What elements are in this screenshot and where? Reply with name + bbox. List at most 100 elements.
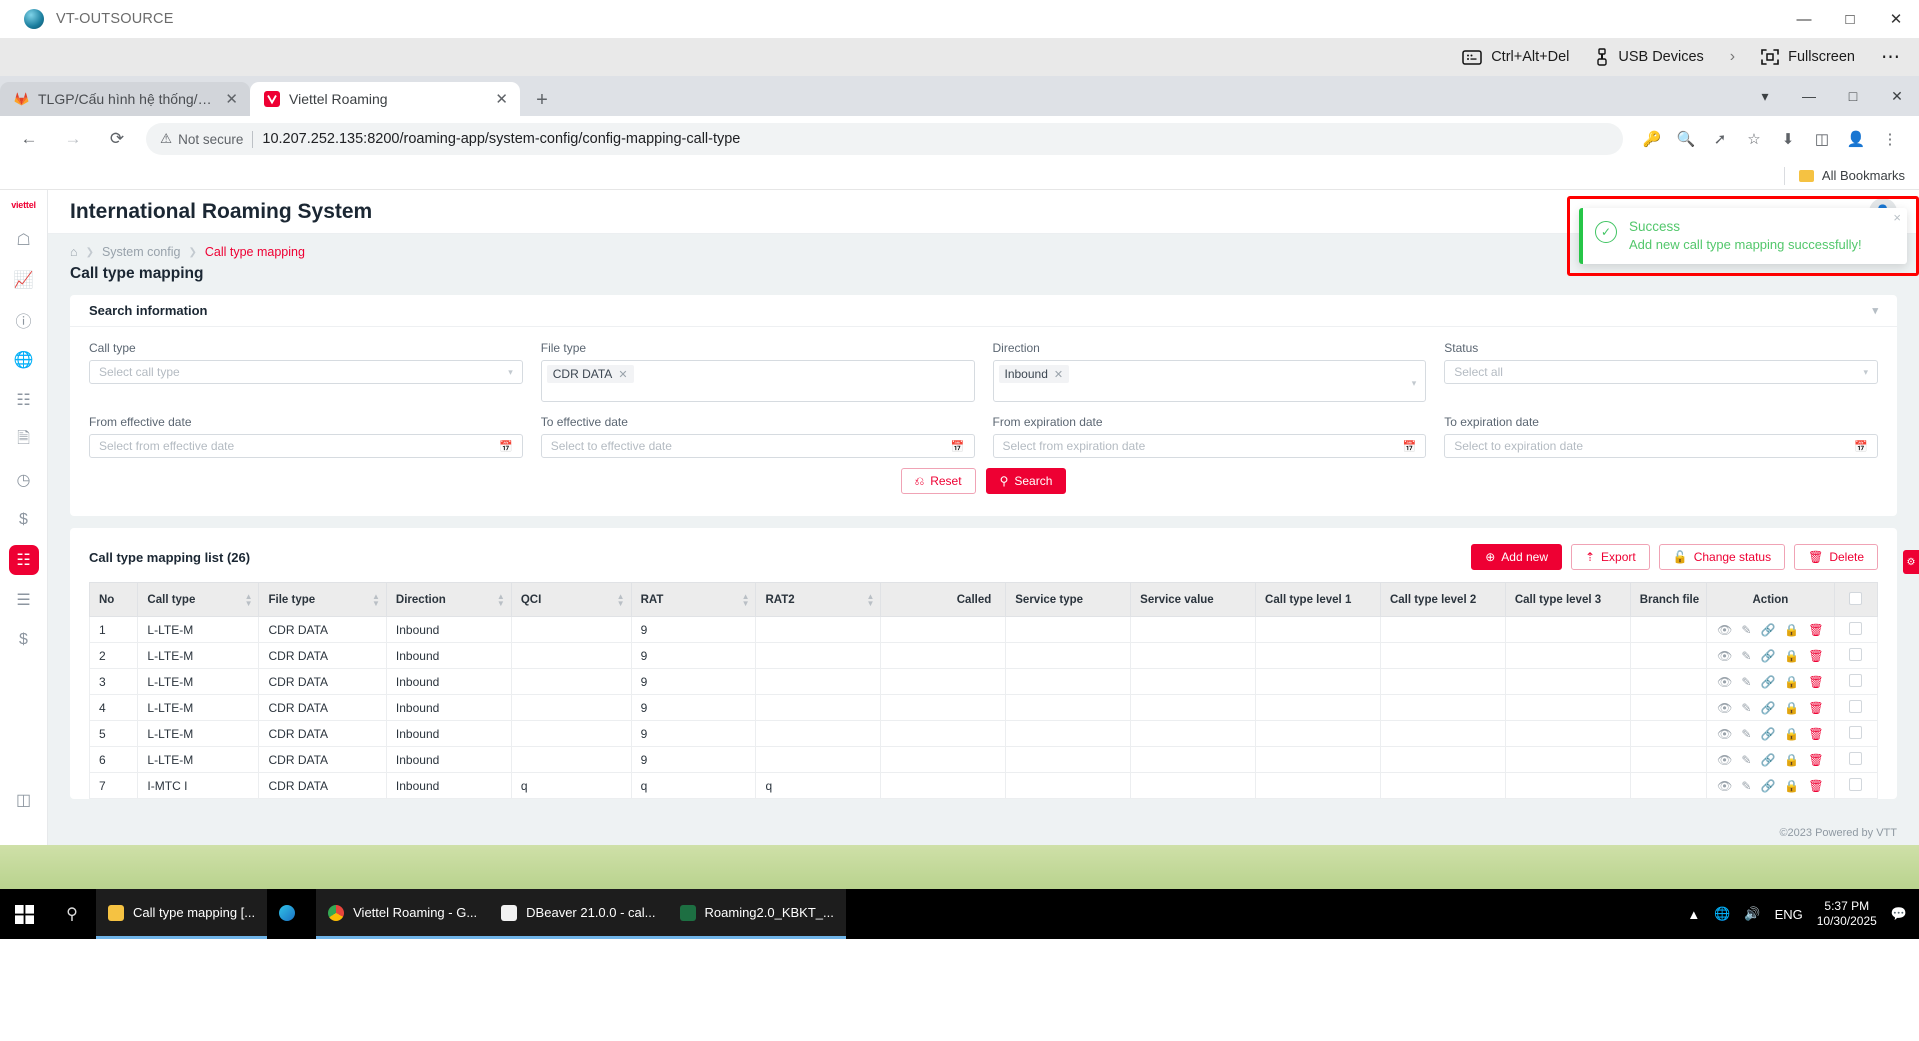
- sidebar-item-history[interactable]: ◷: [0, 460, 48, 500]
- edit-icon[interactable]: ✎: [1741, 674, 1752, 689]
- edit-icon[interactable]: ✎: [1741, 622, 1752, 637]
- cell-select[interactable]: [1833, 668, 1879, 695]
- close-icon[interactable]: ✕: [225, 91, 238, 108]
- bookmark-star-icon[interactable]: ☆: [1747, 131, 1761, 148]
- sidebar-item-network[interactable]: ☷: [0, 380, 48, 420]
- row-checkbox[interactable]: [1849, 673, 1863, 687]
- home-icon[interactable]: ⌂: [70, 245, 78, 259]
- sidebar-item-analytics[interactable]: 📈: [0, 260, 48, 300]
- tab-search-icon[interactable]: ▾: [1761, 87, 1769, 104]
- eye-icon[interactable]: 👁: [1717, 752, 1733, 767]
- browser-menu-icon[interactable]: ⋮: [1882, 131, 1898, 148]
- breadcrumb-item-system-config[interactable]: System config: [101, 245, 181, 259]
- taskbar-item-edge[interactable]: [267, 889, 316, 939]
- toolbar-expand-button[interactable]: ›: [1730, 48, 1735, 66]
- cell-select[interactable]: [1833, 720, 1879, 747]
- file-type-multiselect[interactable]: CDR DATA ✕: [540, 360, 975, 402]
- col-called[interactable]: Called: [880, 582, 1007, 617]
- new-tab-button[interactable]: +: [536, 88, 548, 111]
- copy-icon[interactable]: 🔗: [1760, 700, 1776, 715]
- start-button[interactable]: [0, 889, 48, 939]
- copy-icon[interactable]: 🔗: [1760, 752, 1776, 767]
- sidebar-item-expand[interactable]: ◫: [0, 780, 48, 820]
- not-secure-indicator[interactable]: ⚠ Not secure: [160, 131, 243, 147]
- sort-icon[interactable]: ▲ ▼: [244, 591, 253, 608]
- sort-icon[interactable]: ▲ ▼: [496, 591, 505, 608]
- vm-more-options-button[interactable]: ⋯: [1881, 46, 1901, 69]
- browser-close-button[interactable]: ✕: [1891, 87, 1903, 104]
- delete-button[interactable]: 🗑 Delete: [1794, 544, 1878, 570]
- col-rat[interactable]: RAT ▲ ▼: [630, 582, 757, 617]
- share-icon[interactable]: ➚: [1713, 131, 1727, 148]
- col-rat2[interactable]: RAT2 ▲ ▼: [755, 582, 882, 617]
- ctrl-alt-del-button[interactable]: Ctrl+Alt+Del: [1462, 49, 1569, 65]
- sidebar-item-home[interactable]: ☖: [0, 220, 48, 260]
- sort-icon[interactable]: ▲ ▼: [741, 591, 750, 608]
- sidebar-item-files[interactable]: 🗎: [0, 420, 48, 460]
- add-new-button[interactable]: ⊕ Add new: [1471, 544, 1562, 570]
- taskbar-search-icon[interactable]: ⚲: [66, 906, 78, 923]
- col-file-type[interactable]: File type ▲ ▼: [258, 582, 387, 617]
- taskbar-item-chrome[interactable]: Viettel Roaming - G...: [316, 889, 490, 939]
- copy-icon[interactable]: 🔗: [1760, 622, 1776, 637]
- close-icon[interactable]: ×: [1893, 210, 1901, 225]
- edit-icon[interactable]: ✎: [1741, 778, 1752, 793]
- eye-icon[interactable]: 👁: [1717, 674, 1733, 689]
- usb-devices-button[interactable]: USB Devices: [1595, 48, 1704, 66]
- trash-icon[interactable]: 🗑: [1808, 674, 1824, 689]
- export-button[interactable]: ⇡ Export: [1570, 544, 1650, 570]
- eye-icon[interactable]: 👁: [1717, 648, 1733, 663]
- forward-icon[interactable]: →: [64, 129, 82, 148]
- url-bar[interactable]: ⚠ Not secure 10.207.252.135:8200/roaming…: [146, 123, 1623, 155]
- sidebar-item-reports[interactable]: ☰: [0, 580, 48, 620]
- trash-icon[interactable]: 🗑: [1808, 622, 1824, 637]
- table-row[interactable]: 2 L-LTE-M CDR DATA Inbound 9: [88, 642, 1879, 669]
- trash-icon[interactable]: 🗑: [1808, 648, 1824, 663]
- taskbar-item-excel[interactable]: Roaming2.0_KBKT_...: [667, 889, 846, 939]
- tray-expand-icon[interactable]: ▲: [1687, 906, 1701, 922]
- col-service-type[interactable]: Service type: [1005, 582, 1132, 617]
- cell-select[interactable]: [1833, 642, 1879, 669]
- direction-multiselect[interactable]: Inbound ✕ ▾: [992, 360, 1427, 402]
- taskbar-item-dbeaver[interactable]: DBeaver 21.0.0 - cal...: [489, 889, 668, 939]
- sidebar-item-system-config[interactable]: ☷: [0, 540, 48, 580]
- reset-button[interactable]: ⎌ Reset: [900, 468, 976, 494]
- edit-icon[interactable]: ✎: [1741, 752, 1752, 767]
- fullscreen-button[interactable]: Fullscreen: [1761, 49, 1855, 65]
- table-row[interactable]: 7 I-MTC I CDR DATA Inbound q q q: [88, 772, 1879, 799]
- tag-chip[interactable]: CDR DATA ✕: [546, 365, 634, 383]
- download-icon[interactable]: ⬇: [1781, 131, 1795, 148]
- cell-select[interactable]: [1833, 746, 1879, 773]
- table-row[interactable]: 6 L-LTE-M CDR DATA Inbound 9: [88, 746, 1879, 773]
- all-bookmarks-label[interactable]: All Bookmarks: [1821, 168, 1905, 183]
- taskbar-item-explorer[interactable]: Call type mapping [...: [96, 889, 268, 939]
- edit-icon[interactable]: ✎: [1741, 726, 1752, 741]
- col-call-type-level-1[interactable]: Call type level 1: [1255, 582, 1381, 617]
- eye-icon[interactable]: 👁: [1717, 622, 1733, 637]
- vm-minimize-button[interactable]: —: [1796, 10, 1812, 28]
- change-status-button[interactable]: 🔓 Change status: [1658, 544, 1786, 570]
- taskbar-clock[interactable]: 5:37 PM 10/30/2025: [1817, 899, 1877, 929]
- lock-icon[interactable]: 🔒: [1784, 622, 1800, 637]
- cell-select[interactable]: [1833, 694, 1879, 721]
- sidebar-item-billing[interactable]: $: [0, 500, 48, 540]
- col-call-type-level-2[interactable]: Call type level 2: [1379, 582, 1506, 617]
- table-row[interactable]: 1 L-LTE-M CDR DATA Inbound 9: [88, 616, 1879, 643]
- cell-select[interactable]: [1833, 616, 1879, 643]
- sort-icon[interactable]: ▲ ▼: [372, 591, 380, 608]
- row-checkbox[interactable]: [1849, 725, 1863, 739]
- col-qci[interactable]: QCI ▲ ▼: [510, 582, 632, 617]
- eye-icon[interactable]: 👁: [1717, 726, 1733, 741]
- edit-icon[interactable]: ✎: [1741, 648, 1752, 663]
- eye-icon[interactable]: 👁: [1717, 778, 1733, 793]
- to-expiration-date-input[interactable]: Select to expiration date 📅: [1444, 434, 1878, 458]
- volume-icon[interactable]: 🔊: [1744, 906, 1761, 921]
- lock-icon[interactable]: 🔒: [1784, 674, 1800, 689]
- reload-icon[interactable]: ⟳: [109, 129, 125, 148]
- status-select[interactable]: Select all ▾: [1444, 360, 1878, 384]
- vm-maximize-button[interactable]: □: [1845, 10, 1855, 28]
- table-row[interactable]: 4 L-LTE-M CDR DATA Inbound 9: [88, 694, 1879, 721]
- row-checkbox[interactable]: [1849, 777, 1863, 791]
- from-expiration-date-input[interactable]: Select from expiration date 📅: [992, 434, 1427, 458]
- cell-select[interactable]: [1833, 772, 1879, 799]
